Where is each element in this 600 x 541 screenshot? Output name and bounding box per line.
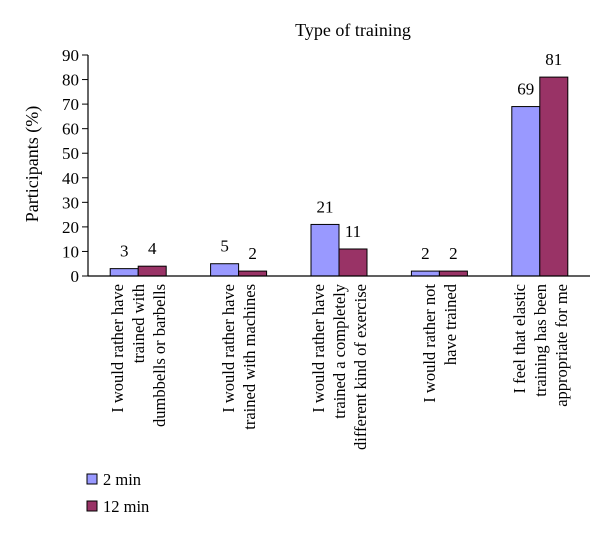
y-tick-label: 90: [62, 46, 79, 65]
data-label: 4: [148, 239, 157, 258]
y-tick-label: 80: [62, 71, 79, 90]
bar-two-min-1: [210, 263, 240, 277]
category-labels: I would rather have trained with dumbbells…: [108, 283, 571, 450]
legend-label: 12 min: [103, 497, 149, 516]
data-label: 2: [421, 244, 430, 263]
y-tick-label: 60: [62, 120, 79, 139]
bar-twelve-min-0: [137, 265, 167, 277]
legend-swatch: [86, 500, 98, 512]
category-label: trained a completely: [330, 283, 349, 418]
category-label: trained with: [129, 283, 148, 363]
legend-swatch: [86, 473, 98, 485]
category-label: training has been: [531, 284, 550, 397]
y-tick-label: 30: [62, 193, 79, 212]
category-label: appropriate for me: [552, 284, 571, 407]
chart-title: Type of training: [295, 20, 411, 40]
y-tick-label: 40: [62, 169, 79, 188]
y-axis-ticks: 0 10 20 30 40 50 60 70 80 90: [62, 46, 88, 286]
data-label: 21: [317, 197, 334, 216]
data-label: 2: [248, 244, 257, 263]
legend: 2 min 12 min: [86, 470, 149, 516]
y-tick-label: 0: [71, 267, 80, 286]
bar-twelve-min-3: [438, 270, 468, 277]
category-label: trained with machines: [240, 284, 259, 430]
bar-twelve-min-4: [539, 76, 569, 277]
category-label: I would rather have: [108, 284, 127, 413]
axes: [87, 55, 590, 277]
category-label: I feel that elastic: [510, 284, 529, 393]
y-tick-label: 70: [62, 95, 79, 114]
category-label: have trained: [441, 283, 460, 365]
category-label: I would rather have: [309, 284, 328, 413]
bar-two-min-4: [511, 106, 541, 277]
bar-twelve-min-2: [338, 248, 368, 277]
y-axis-title: Participants (%): [22, 106, 43, 222]
data-label: 5: [220, 237, 229, 256]
y-tick-label: 50: [62, 144, 79, 163]
bar-two-min-2: [310, 223, 340, 277]
bar-two-min-0: [109, 268, 139, 277]
data-label: 69: [517, 80, 534, 99]
bars: [109, 76, 569, 277]
data-label: 11: [345, 222, 361, 241]
data-label: 81: [545, 50, 562, 69]
category-label: I would rather not: [420, 284, 439, 403]
data-label: 2: [449, 244, 458, 263]
bar-twelve-min-1: [238, 270, 268, 277]
bar-two-min-3: [410, 270, 440, 277]
category-label: I would rather have: [219, 284, 238, 413]
category-label: dumbbells or barbells: [150, 284, 169, 427]
y-tick-label: 20: [62, 218, 79, 237]
legend-label: 2 min: [103, 470, 141, 489]
y-tick-label: 10: [62, 242, 79, 261]
data-label: 3: [120, 242, 129, 261]
category-label: different kind of exercise: [351, 284, 370, 450]
